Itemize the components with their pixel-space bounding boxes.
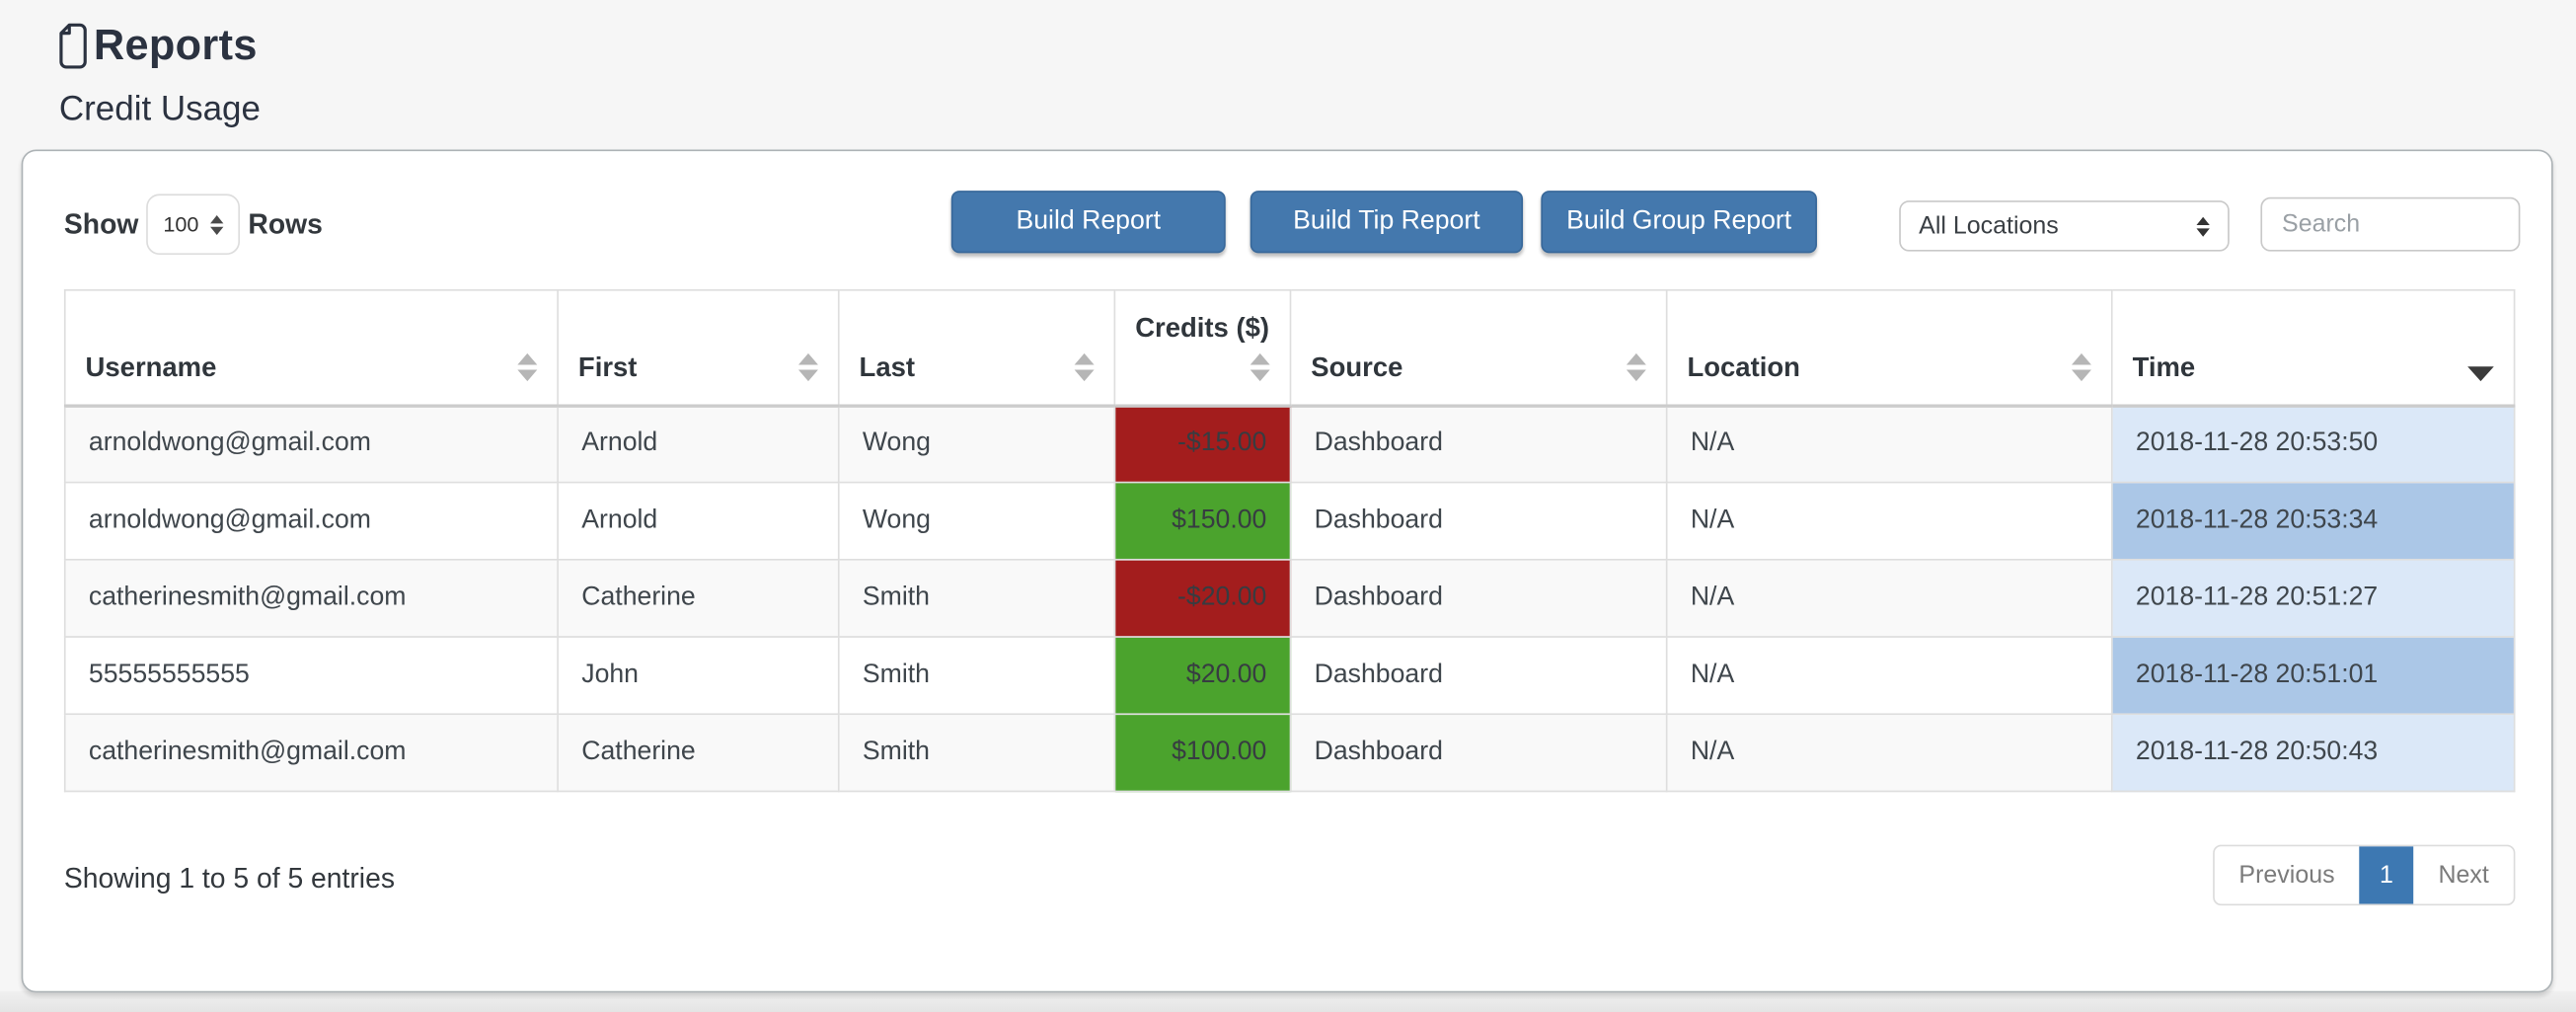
- cell-credits: -$20.00: [1113, 558, 1292, 638]
- cell-first: Catherine: [557, 713, 840, 793]
- page-bottom-strip: [0, 990, 2576, 1012]
- pagination: Previous 1 Next: [2212, 844, 2516, 906]
- next-page-button[interactable]: Next: [2438, 861, 2489, 890]
- cell-first: Arnold: [557, 404, 840, 484]
- sort-both-icon: [517, 352, 538, 384]
- cell-source: Dashboard: [1289, 713, 1668, 793]
- rows-per-page-value: 100: [163, 211, 199, 237]
- cell-credits: $150.00: [1113, 481, 1292, 561]
- table-row: catherinesmith@gmail.com Catherine Smith…: [63, 713, 2516, 793]
- cell-source: Dashboard: [1289, 558, 1668, 638]
- previous-page-button[interactable]: Previous: [2238, 861, 2335, 890]
- cell-location: N/A: [1665, 404, 2113, 484]
- rows-label: Rows: [248, 207, 323, 240]
- cell-location: N/A: [1665, 481, 2113, 561]
- column-header-first[interactable]: First: [557, 288, 840, 407]
- cell-location: N/A: [1665, 636, 2113, 716]
- build-group-report-button[interactable]: Build Group Report: [1541, 191, 1817, 254]
- cell-username: arnoldwong@gmail.com: [63, 404, 559, 484]
- cell-time: 2018-11-28 20:51:27: [2110, 558, 2516, 638]
- sort-both-icon: [797, 352, 818, 384]
- sort-both-icon: [1626, 352, 1646, 384]
- cell-last: Smith: [837, 558, 1116, 638]
- cell-last: Wong: [837, 404, 1116, 484]
- cell-source: Dashboard: [1289, 481, 1668, 561]
- sort-both-icon: [1250, 352, 1270, 384]
- credit-usage-table: Username First Last Credits ($): [63, 288, 2516, 793]
- cell-source: Dashboard: [1289, 636, 1668, 716]
- column-header-source[interactable]: Source: [1289, 288, 1668, 407]
- cell-first: Catherine: [557, 558, 840, 638]
- sort-descending-icon: [2467, 365, 2494, 383]
- page-header: Reports Credit Usage: [59, 20, 261, 130]
- sort-both-icon: [2071, 352, 2091, 384]
- build-tip-report-button[interactable]: Build Tip Report: [1250, 191, 1524, 254]
- cell-username: catherinesmith@gmail.com: [63, 713, 559, 793]
- cell-last: Wong: [837, 481, 1116, 561]
- build-report-button[interactable]: Build Report: [950, 191, 1226, 254]
- table-header-row: Username First Last Credits ($): [63, 288, 2516, 407]
- page-1-button[interactable]: 1: [2359, 846, 2414, 904]
- location-filter-select[interactable]: All Locations: [1899, 200, 2230, 252]
- column-header-username[interactable]: Username: [63, 288, 559, 407]
- column-header-location[interactable]: Location: [1665, 288, 2113, 407]
- table-row: 55555555555 John Smith $20.00 Dashboard …: [63, 636, 2516, 716]
- cell-credits: $100.00: [1113, 713, 1292, 793]
- show-label: Show: [63, 207, 139, 240]
- cell-credits: $20.00: [1113, 636, 1292, 716]
- document-icon: [59, 22, 87, 68]
- cell-username: arnoldwong@gmail.com: [63, 481, 559, 561]
- cell-last: Smith: [837, 636, 1116, 716]
- page-subtitle: Credit Usage: [58, 90, 261, 128]
- cell-time: 2018-11-28 20:51:01: [2110, 636, 2516, 716]
- table-row: arnoldwong@gmail.com Arnold Wong -$15.00…: [63, 404, 2516, 484]
- search-input[interactable]: [2260, 196, 2521, 252]
- cell-username: 55555555555: [63, 636, 559, 716]
- cell-last: Smith: [837, 713, 1116, 793]
- cell-time: 2018-11-28 20:53:34: [2110, 481, 2516, 561]
- show-rows-control: Show 100 Rows: [63, 194, 323, 256]
- column-header-last[interactable]: Last: [837, 288, 1116, 407]
- chevron-updown-icon: [2196, 215, 2210, 236]
- cell-first: Arnold: [557, 481, 840, 561]
- cell-username: catherinesmith@gmail.com: [63, 558, 559, 638]
- cell-location: N/A: [1665, 713, 2113, 793]
- column-header-time[interactable]: Time: [2110, 288, 2516, 407]
- table-row: catherinesmith@gmail.com Catherine Smith…: [63, 558, 2516, 638]
- table-row: arnoldwong@gmail.com Arnold Wong $150.00…: [63, 481, 2516, 561]
- location-filter-value: All Locations: [1919, 211, 2059, 241]
- cell-time: 2018-11-28 20:53:50: [2110, 404, 2516, 484]
- entries-summary: Showing 1 to 5 of 5 entries: [63, 862, 395, 895]
- page-title: Reports: [93, 19, 258, 69]
- cell-source: Dashboard: [1289, 404, 1668, 484]
- cell-location: N/A: [1665, 558, 2113, 638]
- column-header-credits[interactable]: Credits ($): [1113, 288, 1292, 407]
- chevron-updown-icon: [210, 214, 224, 235]
- cell-first: John: [557, 636, 840, 716]
- cell-credits: -$15.00: [1113, 404, 1292, 484]
- rows-per-page-select[interactable]: 100: [146, 194, 241, 256]
- cell-time: 2018-11-28 20:50:43: [2110, 713, 2516, 793]
- sort-both-icon: [1074, 352, 1095, 384]
- credit-usage-card: Show 100 Rows Build Report Build Tip Rep…: [21, 149, 2553, 993]
